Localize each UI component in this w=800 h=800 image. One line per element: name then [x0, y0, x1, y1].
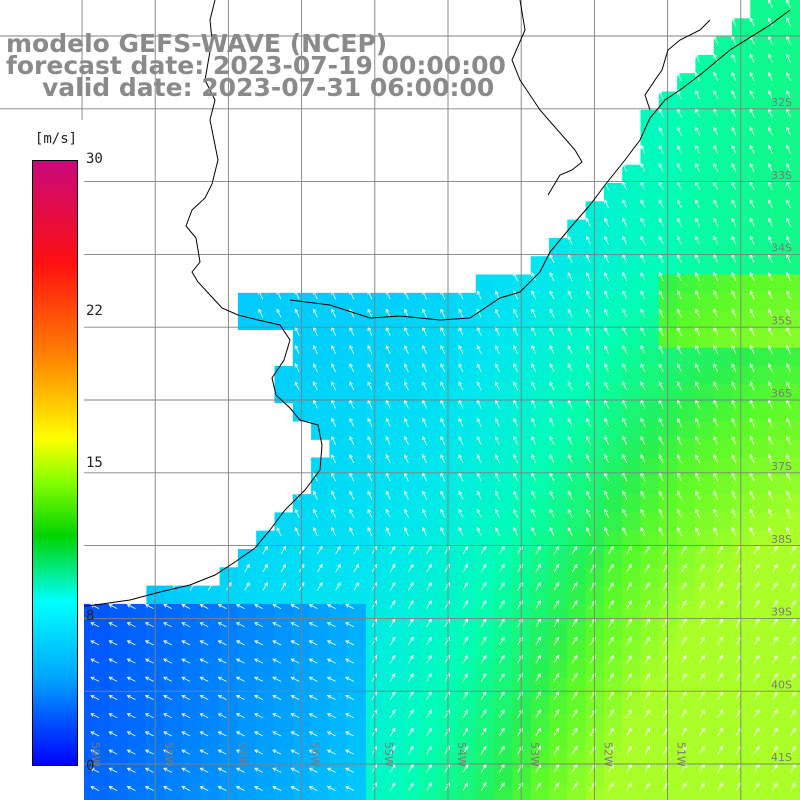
lon-label-55W: 55W [382, 742, 395, 767]
lat-label-40S: 40S [771, 678, 792, 691]
lat-label-32S: 32S [771, 96, 792, 109]
title-forecast-date: forecast date: 2023-07-19 00:00:00 [6, 51, 506, 80]
lon-label-59W: 59W [89, 742, 102, 767]
lon-label-53W: 53W [528, 742, 541, 767]
lat-label-35S: 35S [771, 314, 792, 327]
colorbar-tick-15: 15 [86, 455, 103, 471]
lon-label-57W: 57W [235, 742, 248, 767]
colorbar-tick-22: 22 [86, 303, 103, 319]
colorbar-tick-30: 30 [86, 151, 103, 167]
lat-label-34S: 34S [771, 242, 792, 255]
title-model: modelo GEFS-WAVE (NCEP) [6, 29, 388, 58]
lagoon-coast [511, 0, 583, 196]
lon-label-54W: 54W [455, 742, 468, 767]
lat-label-39S: 39S [771, 606, 792, 619]
colorbar-tick-0: 0 [86, 758, 95, 774]
coastline [69, 0, 323, 609]
lat-label-37S: 37S [771, 460, 792, 473]
lagoon-outline [644, 19, 711, 111]
lat-label-36S: 36S [771, 387, 792, 400]
lat-label-41S: 41S [771, 751, 792, 764]
lat-label-38S: 38S [771, 533, 792, 546]
colorbar-unit: [m/s] [34, 131, 78, 147]
lon-label-52W: 52W [601, 742, 614, 767]
lon-label-56W: 56W [309, 742, 322, 767]
colorbar [32, 160, 78, 766]
lon-label-58W: 58W [162, 742, 175, 767]
title-valid-date: valid date: 2023-07-31 06:00:00 [42, 73, 495, 102]
lat-label-33S: 33S [771, 169, 792, 182]
lon-label-51W: 51W [675, 742, 688, 767]
colorbar-tick-8: 8 [86, 608, 95, 624]
coastline-uruguay [289, 9, 791, 321]
